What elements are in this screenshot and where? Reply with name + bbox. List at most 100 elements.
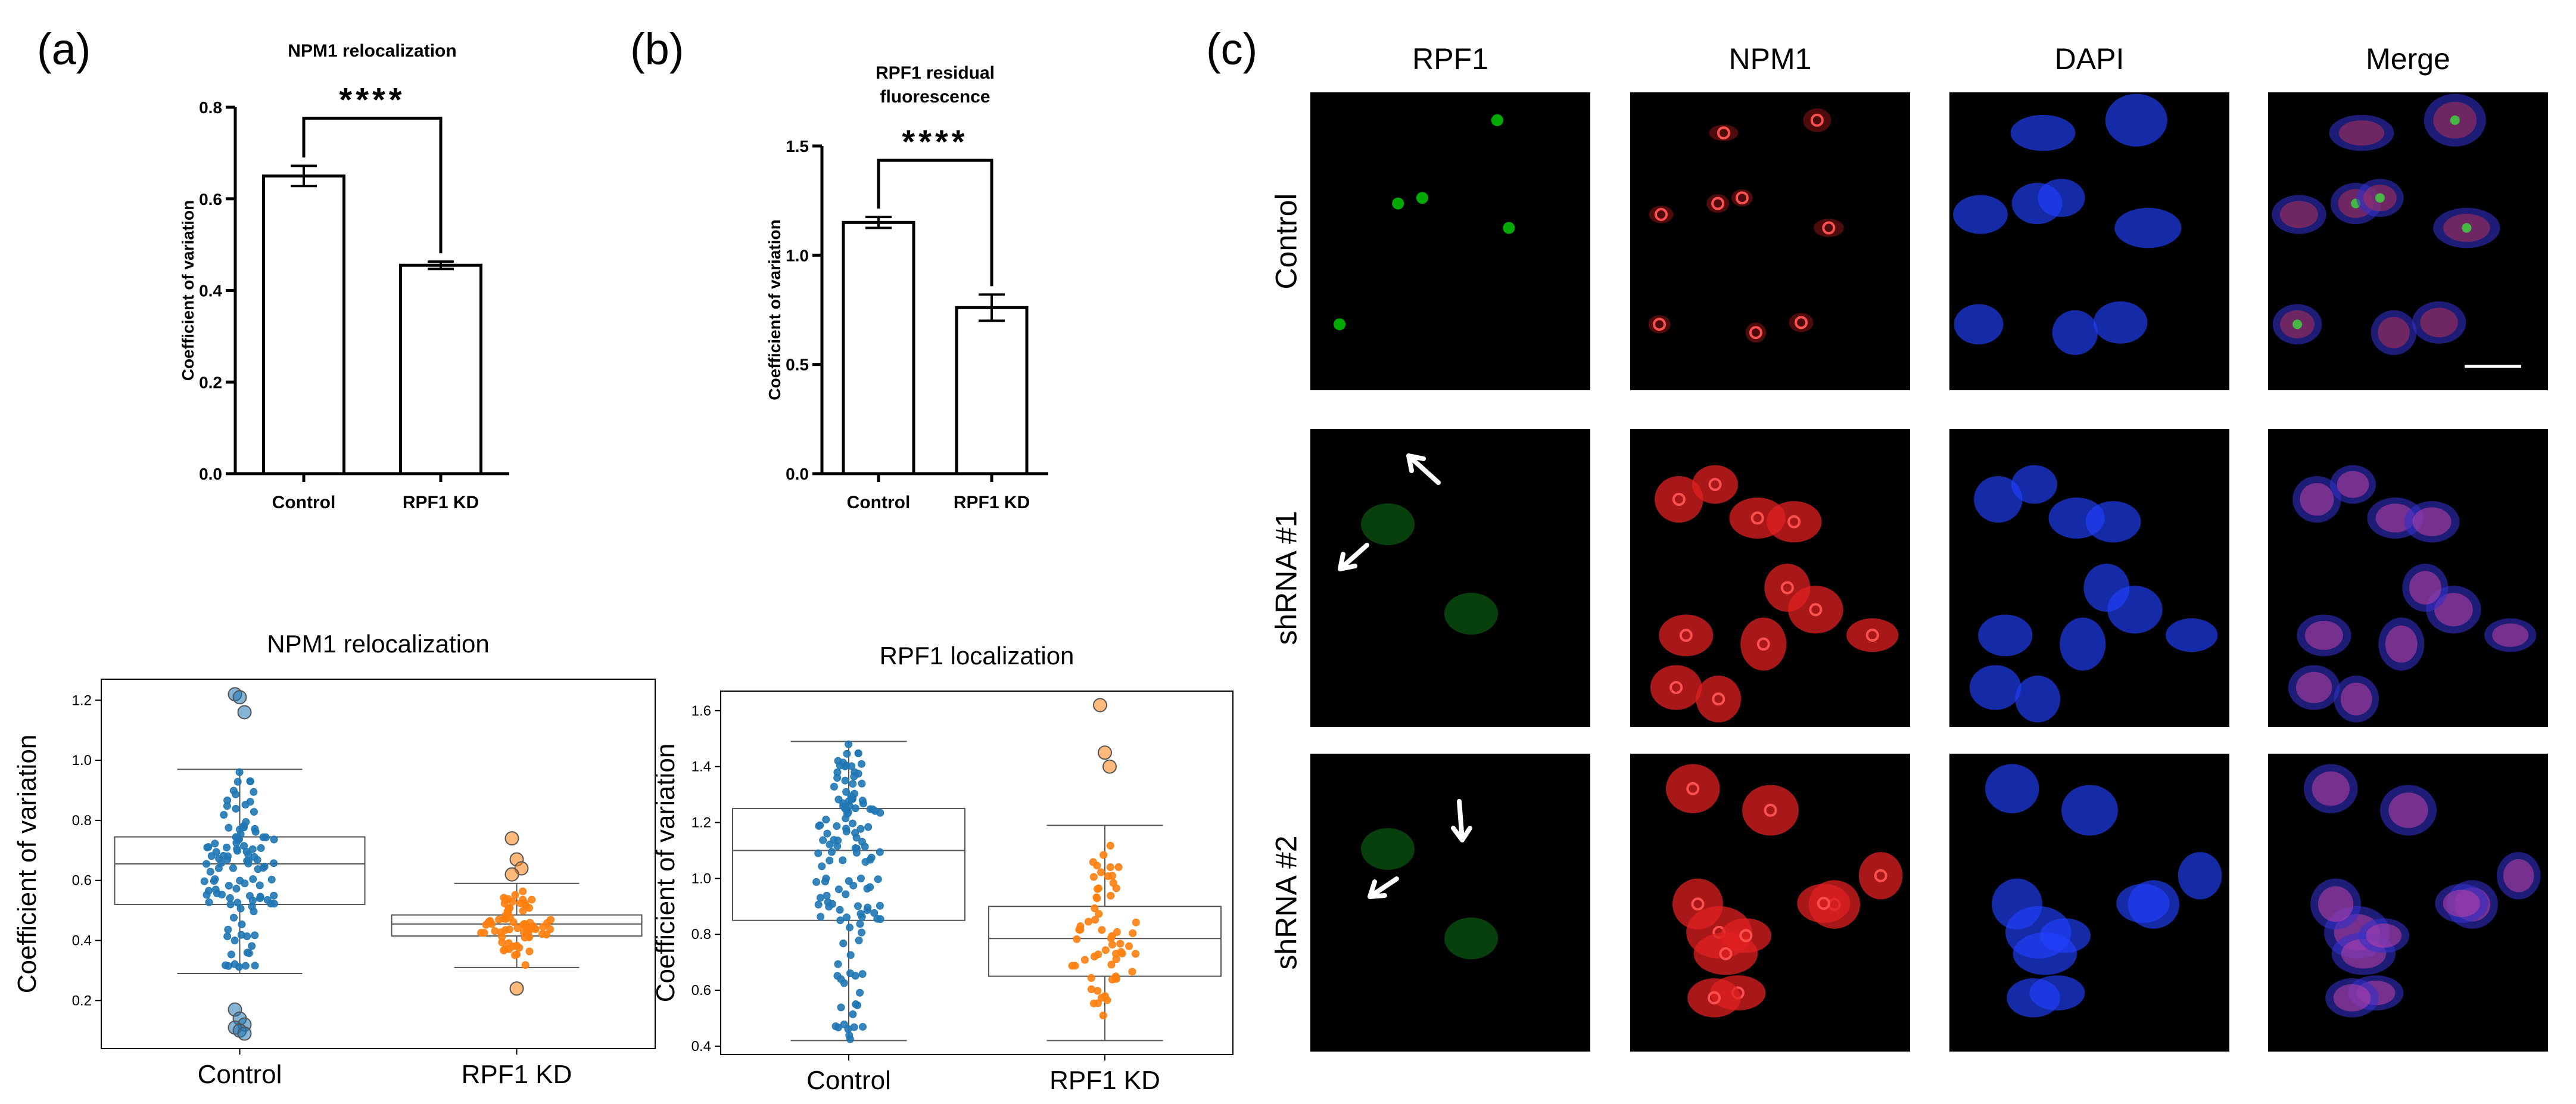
x-tick-label: RPF1 KD: [1049, 1066, 1160, 1095]
data-point: [1092, 893, 1101, 901]
dapi-nucleus: [2039, 918, 2091, 953]
micrograph-control-dapi: [1949, 92, 2229, 390]
data-point: [538, 930, 547, 938]
data-point: [1132, 918, 1140, 926]
micrograph-image: [1648, 108, 1844, 343]
rpf1-cell: [1444, 918, 1498, 959]
data-point: [224, 925, 232, 934]
significance-bracket: [302, 116, 443, 254]
column-header-rpf1: RPF1: [1412, 42, 1488, 76]
npm1-nucleolus: [1787, 515, 1801, 528]
dapi-nucleus: [2015, 675, 2061, 723]
merge-overlay: [2304, 620, 2343, 650]
box: [988, 906, 1222, 977]
npm1-cell: [1650, 665, 1702, 710]
data-point: [1094, 999, 1102, 1007]
data-point: [845, 1031, 854, 1040]
npm1-nucleolus: [1654, 208, 1668, 222]
y-tick-label: 0.8: [199, 98, 222, 117]
data-point: [834, 885, 843, 894]
micrograph-control-merge: [2268, 92, 2548, 390]
npm1-cell: [1764, 564, 1811, 612]
data-point: [267, 899, 275, 907]
npm1-cell: [1692, 465, 1738, 504]
data-point: [232, 885, 241, 893]
data-point: [227, 950, 235, 959]
npm1-nucleolus: [1719, 947, 1733, 960]
data-point: [839, 856, 847, 864]
merge-overlay: [2337, 471, 2369, 498]
data-point: [856, 874, 865, 882]
npm1-cell: [1846, 618, 1899, 652]
data-point: [852, 848, 861, 857]
data-point: [235, 963, 243, 971]
data-point: [1111, 950, 1120, 958]
dapi-nucleus: [2052, 310, 2098, 355]
dapi-nucleus: [2093, 301, 2148, 344]
data-point: [843, 750, 851, 758]
npm1-nucleolus: [1865, 629, 1879, 642]
panel-label-c: (c): [1206, 24, 1258, 74]
npm1-cell: [1814, 219, 1844, 237]
data-point: [845, 740, 853, 748]
outlier-point: [232, 690, 247, 705]
y-tick-label: 0.2: [199, 373, 222, 391]
data-point: [873, 915, 881, 923]
chart-rpf1-box: RPF1 localization Coefficient of variatio…: [655, 642, 1234, 1095]
data-point: [230, 937, 239, 945]
dapi-nucleus: [2010, 114, 2076, 151]
npm1-cell: [1706, 194, 1730, 213]
y-axis-label: Coefficient of variation: [655, 744, 680, 1003]
x-tick-label: RPF1 KD: [462, 1060, 572, 1089]
data-point: [232, 790, 240, 798]
data-point: [220, 811, 228, 819]
npm1-nucleolus: [1672, 493, 1686, 506]
arrow-icon: [1368, 876, 1399, 899]
chart-npm1-bar: NPM1 relocalization Coefficient of variat…: [179, 41, 509, 512]
data-point: [1099, 851, 1108, 859]
arrow-icon: [1451, 799, 1472, 842]
merge-overlay: [2388, 792, 2428, 828]
dapi-nucleus: [2060, 617, 2106, 671]
data-point: [223, 932, 232, 941]
dapi-nucleus: [2083, 564, 2130, 612]
micrograph-image: [1361, 799, 1498, 959]
npm1-cell: [1766, 501, 1822, 543]
merge-overlay: [2366, 923, 2402, 948]
data-point: [827, 848, 836, 856]
dapi-nucleus: [1969, 665, 2021, 710]
rpf1-focus: [1491, 114, 1503, 126]
data-point: [251, 931, 259, 940]
rpf1-focus: [1392, 197, 1404, 210]
micrograph-image: [1334, 114, 1515, 331]
data-point: [841, 776, 849, 785]
npm1-nucleolus: [1874, 869, 1887, 882]
data-point: [1068, 962, 1076, 970]
data-point: [858, 928, 866, 937]
data-point: [844, 1025, 852, 1033]
micrograph-control-rpf1: [1310, 92, 1590, 390]
npm1-nucleolus: [1735, 191, 1749, 205]
y-tick-label: 1.6: [691, 703, 711, 719]
data-point: [847, 792, 855, 801]
micrograph-shrna2-npm1: [1630, 754, 1910, 1052]
data-point: [500, 946, 508, 954]
data-point: [858, 970, 867, 978]
data-point: [866, 883, 874, 891]
merge-overlay: [2300, 483, 2334, 516]
data-point: [236, 825, 244, 834]
micrograph-image: [1953, 94, 2182, 355]
y-tick-label: 0.4: [691, 1038, 711, 1055]
data-point: [843, 810, 852, 818]
npm1-nucleolus: [1822, 221, 1836, 235]
data-point: [814, 849, 823, 857]
merge-overlay: [2503, 859, 2534, 892]
data-point: [845, 877, 853, 885]
npm1-cell: [1655, 475, 1703, 523]
npm1-cell: [1731, 189, 1753, 207]
data-point: [519, 920, 528, 929]
micrograph-shrna1-dapi: [1949, 429, 2229, 727]
data-point: [251, 825, 259, 833]
merge-overlay: [2318, 886, 2354, 922]
data-point: [244, 859, 253, 867]
